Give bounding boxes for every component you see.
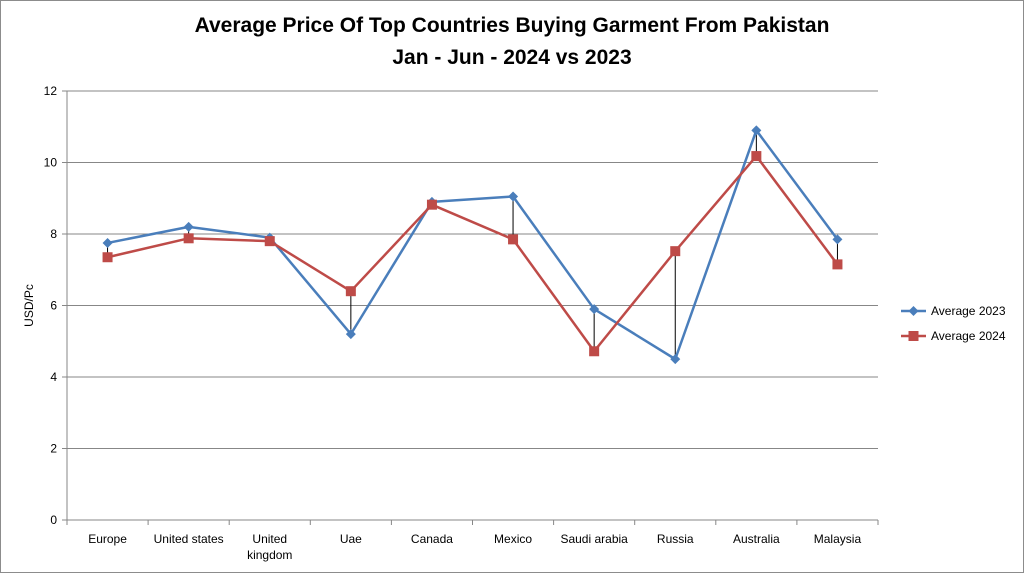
legend-marker-square <box>908 331 919 341</box>
x-tick-label: Malaysia <box>814 532 862 546</box>
data-point-square <box>751 151 762 162</box>
data-point-square <box>670 246 681 257</box>
x-tick-label: Canada <box>411 532 453 546</box>
data-point-square <box>183 233 194 244</box>
y-axis-label: USD/Pc <box>22 284 36 327</box>
data-point-square <box>345 286 356 297</box>
data-point-square <box>264 236 275 247</box>
data-point-diamond <box>102 237 113 248</box>
chart-title: Average Price Of Top Countries Buying Ga… <box>194 14 830 37</box>
chart-subtitle: Jan - Jun - 2024 vs 2023 <box>392 46 632 69</box>
data-point-diamond <box>832 234 843 245</box>
series-line-1 <box>107 129 839 361</box>
x-tick-label: Australia <box>733 532 780 546</box>
data-point-square <box>832 259 843 270</box>
x-tick-label: Russia <box>657 532 694 546</box>
x-tick-label: United kingdom <box>247 532 292 562</box>
data-point-square <box>102 252 113 263</box>
data-point-diamond <box>589 304 600 315</box>
y-tick-label: 10 <box>44 156 58 170</box>
x-tick-label: Saudi arabia <box>560 532 628 546</box>
x-tick-label: Uae <box>340 532 362 546</box>
legend-label: Average 2023 <box>931 304 1006 318</box>
x-tick-label: Mexico <box>494 532 532 546</box>
data-point-diamond <box>670 354 681 365</box>
x-tick-label: Europe <box>88 532 127 546</box>
series-line-2 <box>107 154 839 353</box>
data-point-square <box>426 199 437 210</box>
data-point-diamond <box>751 125 762 136</box>
y-tick-label: 12 <box>44 84 58 98</box>
data-point-diamond <box>508 191 519 202</box>
y-tick-label: 2 <box>50 442 57 456</box>
x-tick-label: United states <box>154 532 224 546</box>
y-tick-label: 4 <box>50 370 57 384</box>
data-point-diamond <box>183 221 194 232</box>
data-point-square <box>508 234 519 245</box>
data-point-square <box>589 346 600 357</box>
data-point-diamond <box>345 329 356 340</box>
y-tick-label: 6 <box>50 299 57 313</box>
y-tick-label: 8 <box>50 227 57 241</box>
legend-label: Average 2024 <box>931 329 1006 343</box>
y-tick-label: 0 <box>50 513 57 527</box>
legend-marker-diamond <box>908 306 919 316</box>
